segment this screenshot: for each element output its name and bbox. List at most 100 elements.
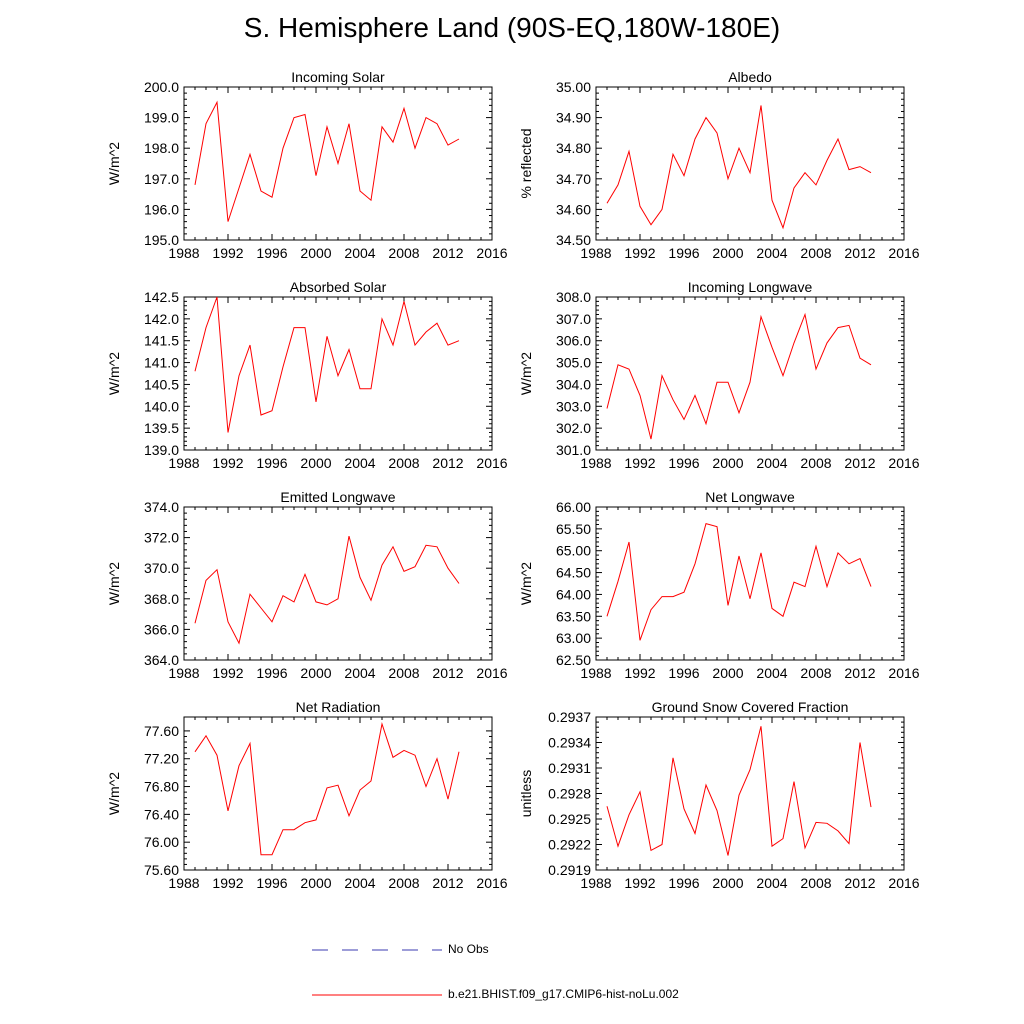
y-tick-label: 305.0 [556, 355, 591, 371]
x-tick-label: 2000 [712, 665, 743, 681]
y-tick-label: 34.80 [556, 140, 591, 156]
x-tick-label: 2016 [888, 875, 919, 891]
y-tick-label: 0.2937 [548, 709, 591, 725]
plot-frame [183, 716, 493, 871]
y-tick-label: 76.80 [144, 779, 179, 795]
legend-swatch-model [312, 994, 442, 996]
x-tick-label: 1988 [168, 245, 199, 261]
y-tick-label: 366.0 [144, 621, 179, 637]
x-tick-label: 2016 [888, 455, 919, 471]
chart-panel-6: Net Radiation W/m^2 1988 1992 1996 2000 2004 20… [106, 699, 508, 891]
y-tick-label: 34.50 [556, 232, 591, 248]
series-line-0 [606, 522, 872, 641]
chart-panel-0: Incoming Solar W/m^2 1988 1992 1996 2000 2004 2… [106, 69, 508, 261]
y-tick-label: 301.0 [556, 442, 591, 458]
y-tick-label: 139.5 [144, 420, 179, 436]
x-tick-label: 1992 [624, 875, 655, 891]
figure-title: S. Hemisphere Land (90S-EQ,180W-180E) [243, 12, 781, 43]
x-tick-label: 1996 [256, 245, 287, 261]
x-tick-label: 2012 [432, 455, 463, 471]
x-tick-label: 1992 [624, 665, 655, 681]
x-tick-label: 2008 [800, 875, 831, 891]
x-tick-label: 1992 [624, 455, 655, 471]
series-line-0 [194, 535, 460, 645]
y-tick-label: 302.0 [556, 420, 591, 436]
y-tick-label: 197.0 [144, 171, 179, 187]
x-tick-label: 1988 [168, 875, 199, 891]
x-tick-label: 2016 [476, 245, 507, 261]
y-tick-label: 75.60 [144, 862, 179, 878]
y-tick-label: 0.2925 [548, 811, 591, 827]
y-tick-label: 195.0 [144, 232, 179, 248]
plot-frame [183, 506, 493, 661]
y-tick-label: 303.0 [556, 398, 591, 414]
chart-panel-2: Absorbed Solar W/m^2 1988 1992 1996 2000 2004 2… [106, 279, 508, 471]
x-tick-label: 2012 [432, 245, 463, 261]
y-tick-label: 307.0 [556, 311, 591, 327]
y-tick-label: 77.20 [144, 751, 179, 767]
x-tick-label: 2004 [756, 245, 787, 261]
chart-panel-4: Emitted Longwave W/m^2 1988 1992 1996 2000 200… [106, 489, 508, 681]
x-tick-label: 2008 [388, 245, 419, 261]
y-tick-label: 66.00 [556, 499, 591, 515]
y-tick-label: 198.0 [144, 140, 179, 156]
x-tick-label: 2004 [756, 455, 787, 471]
x-tick-label: 2016 [888, 665, 919, 681]
y-axis-label: W/m^2 [106, 352, 122, 395]
y-tick-label: 140.0 [144, 398, 179, 414]
x-tick-label: 1992 [212, 665, 243, 681]
x-tick-label: 1992 [624, 245, 655, 261]
y-tick-label: 76.00 [144, 834, 179, 850]
x-tick-label: 2012 [432, 665, 463, 681]
chart-panel-5: Net Longwave W/m^2 1988 1992 1996 2000 2004 200… [518, 489, 920, 681]
x-tick-label: 1996 [256, 665, 287, 681]
x-tick-label: 1996 [668, 875, 699, 891]
y-axis-label: unitless [518, 770, 534, 817]
x-tick-label: 2008 [388, 875, 419, 891]
y-tick-label: 0.2934 [548, 735, 591, 751]
x-tick-label: 2012 [844, 875, 875, 891]
x-tick-label: 2000 [300, 245, 331, 261]
x-tick-label: 1996 [668, 665, 699, 681]
series-line-0 [606, 726, 872, 856]
legend-swatch-no-obs [312, 949, 442, 951]
x-tick-label: 1988 [580, 875, 611, 891]
y-tick-label: 62.50 [556, 652, 591, 668]
chart-panel-3: Incoming Longwave W/m^2 1988 1992 1996 2000 20… [518, 279, 920, 471]
y-tick-label: 306.0 [556, 333, 591, 349]
x-tick-label: 2004 [756, 665, 787, 681]
x-tick-label: 2016 [476, 875, 507, 891]
x-tick-label: 2016 [476, 665, 507, 681]
x-tick-label: 2004 [344, 245, 375, 261]
series-line-0 [606, 105, 872, 230]
y-tick-label: 364.0 [144, 652, 179, 668]
x-tick-label: 2004 [344, 875, 375, 891]
x-tick-label: 2000 [300, 665, 331, 681]
y-axis-label: W/m^2 [518, 562, 534, 605]
y-axis-label: W/m^2 [106, 562, 122, 605]
x-tick-label: 2008 [388, 665, 419, 681]
y-tick-label: 140.5 [144, 376, 179, 392]
chart-title: Incoming Longwave [688, 279, 813, 295]
x-tick-label: 1988 [580, 455, 611, 471]
y-tick-label: 63.00 [556, 630, 591, 646]
x-tick-label: 2000 [300, 875, 331, 891]
y-axis-label: % reflected [518, 128, 534, 198]
y-tick-label: 304.0 [556, 376, 591, 392]
chart-title: Albedo [728, 69, 772, 85]
plot-frame [595, 716, 905, 871]
x-tick-label: 2012 [844, 455, 875, 471]
legend-label-model: b.e21.BHIST.f09_g17.CMIP6-hist-noLu.002 [448, 987, 679, 1001]
y-tick-label: 34.90 [556, 110, 591, 126]
chart-panel-7: Ground Snow Covered Fraction unitless 1988… [518, 699, 920, 891]
y-tick-label: 142.0 [144, 311, 179, 327]
x-tick-label: 1996 [256, 875, 287, 891]
x-tick-label: 2000 [712, 245, 743, 261]
x-tick-label: 1988 [168, 665, 199, 681]
y-tick-label: 34.60 [556, 201, 591, 217]
x-tick-label: 2012 [844, 245, 875, 261]
y-tick-label: 196.0 [144, 201, 179, 217]
y-tick-label: 0.2931 [548, 760, 591, 776]
y-tick-label: 64.50 [556, 565, 591, 581]
